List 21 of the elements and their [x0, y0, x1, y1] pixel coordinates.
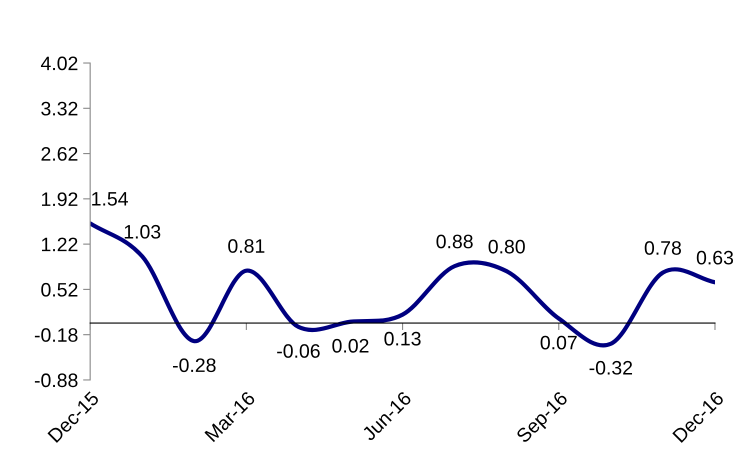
y-tick-label: 3.32 [41, 102, 78, 116]
data-label: 0.02 [332, 338, 368, 353]
data-label: 0.81 [228, 239, 264, 253]
data-label: 1.03 [124, 224, 160, 239]
y-tick-label: 1.22 [42, 238, 78, 252]
data-label: 0.13 [384, 332, 421, 346]
y-tick-label: 2.62 [41, 147, 78, 161]
data-label: 1.54 [92, 192, 128, 206]
data-label: 0.88 [436, 234, 473, 248]
y-tick-label: 4.02 [40, 56, 78, 70]
y-tick-label: -0.88 [34, 373, 78, 388]
data-label: 0.07 [540, 336, 577, 350]
y-tick-label: 0.52 [41, 282, 78, 297]
data-label: -0.32 [590, 360, 632, 375]
data-label: -0.28 [173, 358, 216, 372]
data-label: -0.06 [277, 344, 320, 358]
data-label: 0.78 [644, 241, 681, 255]
y-tick-label: -0.18 [34, 328, 78, 342]
data-label: 0.80 [488, 240, 525, 254]
y-tick-label: 1.92 [42, 192, 78, 206]
data-label: 0.63 [696, 250, 734, 265]
